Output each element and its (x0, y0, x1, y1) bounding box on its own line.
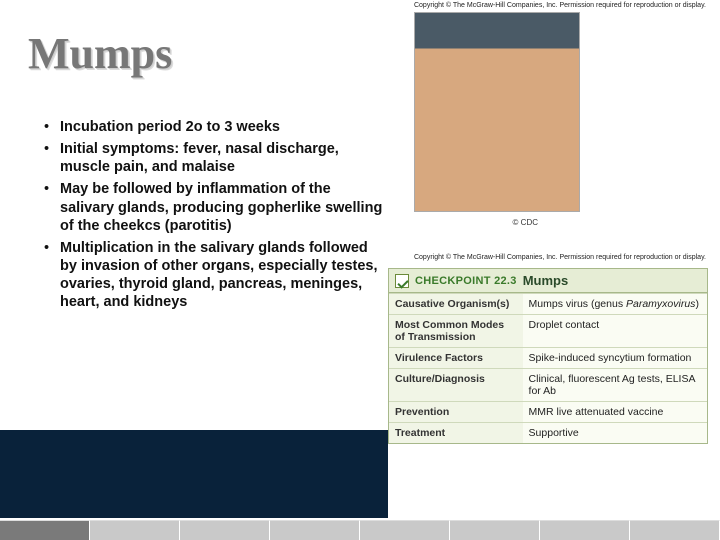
nav-thumb[interactable] (90, 520, 180, 540)
nav-thumb[interactable] (540, 520, 630, 540)
row-val: Clinical, fluorescent Ag tests, ELISA fo… (523, 369, 707, 402)
bullet-list: • Incubation period 2o to 3 weeks • Init… (44, 118, 384, 315)
bullet-text: May be followed by inflammation of the s… (60, 180, 384, 234)
checkpoint-header: CHECKPOINT 22.3 Mumps (389, 269, 707, 293)
row-val: MMR live attenuated vaccine (523, 402, 707, 423)
row-val: Supportive (523, 423, 707, 444)
page-title: Mumps (28, 28, 172, 79)
checkpoint-table: Causative Organism(s) Mumps virus (genus… (389, 293, 707, 443)
nav-band (0, 430, 388, 518)
checkpoint-label: CHECKPOINT 22.3 (415, 275, 517, 287)
nav-thumb[interactable] (270, 520, 360, 540)
nav-thumb[interactable] (0, 520, 90, 540)
nav-thumb[interactable] (450, 520, 540, 540)
nav-thumb[interactable] (630, 520, 720, 540)
list-item: • Initial symptoms: fever, nasal dischar… (44, 140, 384, 176)
bullet-text: Incubation period 2o to 3 weeks (60, 118, 384, 136)
row-key: Prevention (389, 402, 523, 423)
row-key: Culture/Diagnosis (389, 369, 523, 402)
table-row: Treatment Supportive (389, 423, 707, 444)
table-row: Culture/Diagnosis Clinical, fluorescent … (389, 369, 707, 402)
table-row: Virulence Factors Spike-induced syncytiu… (389, 348, 707, 369)
row-key: Causative Organism(s) (389, 294, 523, 315)
bullet-text: Multiplication in the salivary glands fo… (60, 239, 384, 312)
row-val: Mumps virus (genus Paramyxovirus) (523, 294, 707, 315)
row-key: Most Common Modes of Transmission (389, 315, 523, 348)
list-item: • Incubation period 2o to 3 weeks (44, 118, 384, 136)
list-item: • May be followed by inflammation of the… (44, 180, 384, 234)
bullet-marker: • (44, 239, 60, 312)
table-row: Most Common Modes of Transmission Drople… (389, 315, 707, 348)
bullet-marker: • (44, 180, 60, 234)
thumbnail-strip[interactable] (0, 520, 720, 540)
table-row: Prevention MMR live attenuated vaccine (389, 402, 707, 423)
row-val: Spike-induced syncytium formation (523, 348, 707, 369)
bullet-marker: • (44, 118, 60, 136)
row-val: Droplet contact (523, 315, 707, 348)
row-key: Treatment (389, 423, 523, 444)
photo-placeholder (414, 12, 580, 212)
table-row: Causative Organism(s) Mumps virus (genus… (389, 294, 707, 315)
nav-thumb[interactable] (180, 520, 270, 540)
nav-thumb[interactable] (360, 520, 450, 540)
check-icon (395, 274, 409, 288)
copyright-mid: Copyright © The McGraw-Hill Companies, I… (414, 254, 706, 261)
row-key: Virulence Factors (389, 348, 523, 369)
copyright-top: Copyright © The McGraw-Hill Companies, I… (414, 2, 706, 9)
checkpoint-topic: Mumps (523, 273, 569, 288)
checkpoint-box: CHECKPOINT 22.3 Mumps Causative Organism… (388, 268, 708, 444)
list-item: • Multiplication in the salivary glands … (44, 239, 384, 312)
photo-credit: © CDC (513, 218, 538, 227)
bullet-marker: • (44, 140, 60, 176)
bullet-text: Initial symptoms: fever, nasal discharge… (60, 140, 384, 176)
